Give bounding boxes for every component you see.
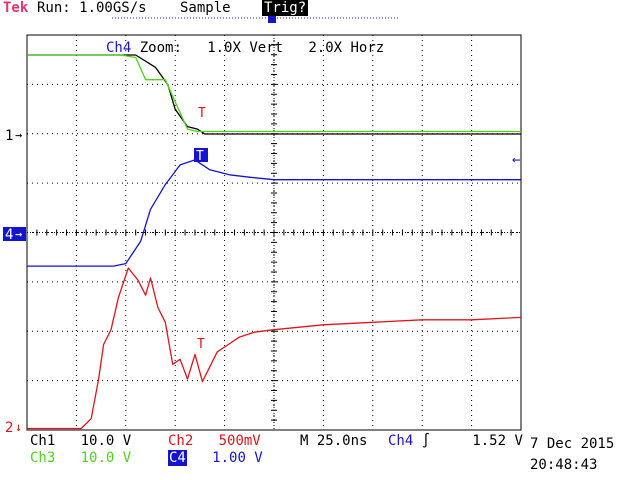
c4-label: C4 (168, 450, 187, 466)
zoom-horz: 2.0X Horz (308, 40, 385, 56)
ch1-scale: 10.0 V (80, 433, 132, 449)
trigger-position-marker (268, 13, 276, 23)
acquisition-mode: Sample (180, 0, 231, 16)
zoom-vert: 1.0X Vert (207, 40, 284, 56)
ch2-ground-marker: 2 (5, 420, 13, 436)
c4-scale: 1.00 V (212, 450, 263, 466)
zoom-channel: Ch4 (106, 40, 132, 56)
ch3-label: Ch3 (30, 450, 56, 466)
zoom-label: Zoom: (139, 40, 182, 56)
ch2-scale: 500mV (218, 433, 261, 449)
brand-logo: Tek (3, 0, 29, 16)
ch3-scale-readout: Ch3 10.0 V (30, 450, 131, 466)
ch4-marker-arrow: → (15, 227, 22, 241)
ch3-trace (27, 54, 521, 133)
ch2-scale-readout: Ch2 500mV (168, 433, 261, 449)
trigger-level: 1.52 V (472, 433, 523, 449)
ch4-ground-marker: 4 (5, 227, 13, 243)
date-readout: 7 Dec 2015 (530, 436, 615, 452)
rising-edge-icon: ∫ (421, 433, 431, 449)
ch1-trigger-point: T (198, 106, 206, 121)
ch2-label: Ch2 (168, 433, 194, 449)
ch2-trigger-point: T (197, 337, 205, 352)
ch4-trigger-point-badge (194, 148, 208, 162)
ch4-ground-badge (3, 227, 26, 241)
trigger-readout: Ch4 ∫ 1.52 V (388, 433, 523, 449)
waveform-traces (27, 54, 522, 430)
run-status: Run: 1.00GS/s (37, 0, 147, 16)
trigger-status-badge: Trig? (262, 0, 309, 16)
ch1-ground-marker: 1 (5, 128, 13, 144)
channel-markers: 1 → 4 → 2 ↓ ← T T T (3, 13, 520, 436)
timebase-readout: M 25.0ns (300, 433, 368, 449)
ch1-scale-readout: Ch1 10.0 V (30, 433, 131, 449)
time-readout: 20:48:43 (530, 457, 598, 473)
ch3-scale: 10.0 V (80, 450, 132, 466)
ch2-trace (27, 267, 522, 430)
ch1-marker-arrow: → (15, 128, 22, 142)
ch2-marker-arrow: ↓ (15, 420, 22, 434)
ch4-trigger-point: T (196, 149, 204, 164)
trigger-source: Ch4 (388, 433, 414, 449)
ch4-trigger-level-arrow: ← (512, 152, 520, 168)
ch1-label: Ch1 (30, 433, 56, 449)
ch1-trace (27, 54, 521, 135)
zoom-readout: Ch4 Zoom: 1.0X Vert 2.0X Horz (106, 40, 384, 56)
status-header: Tek Run: 1.00GS/s Sample Trig? (0, 0, 640, 20)
c4-scale-readout: C4 1.00 V (168, 450, 263, 466)
